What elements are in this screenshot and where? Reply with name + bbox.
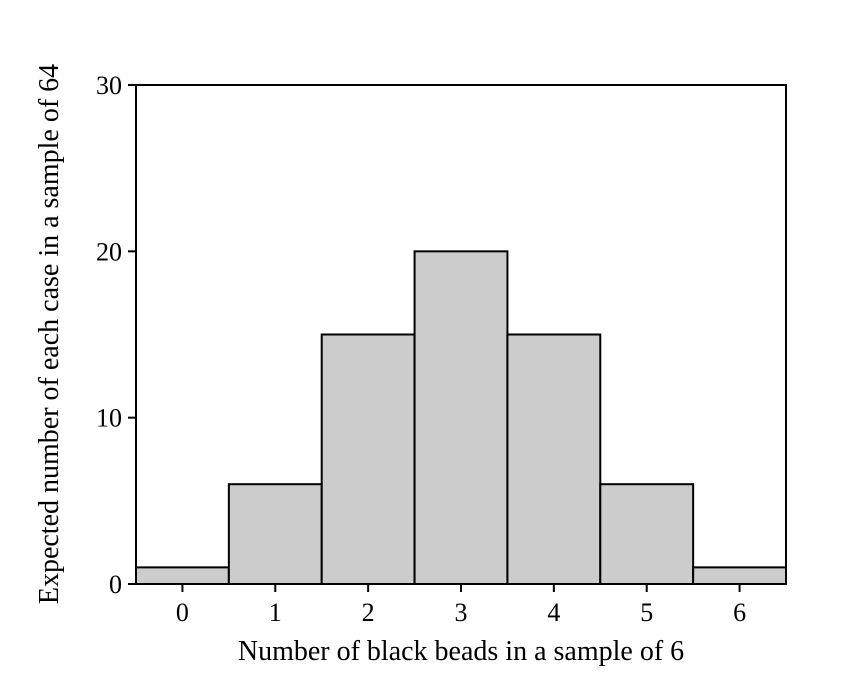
y-tick-label: 10 [96,404,122,433]
x-axis: 0 1 2 3 4 5 6 [176,584,746,627]
x-tick-label: 0 [176,598,189,627]
y-axis-label: Expected number of each case in a sample… [34,64,65,604]
x-tick-label: 3 [455,598,468,627]
y-tick-label: 0 [109,570,122,599]
y-axis: 0 10 20 30 [96,71,136,599]
bar-2 [320,333,416,585]
bar-4 [506,333,602,585]
bar-6 [692,566,788,585]
bar-3 [413,250,509,585]
bar-5 [599,483,695,586]
bar-0 [135,566,230,585]
y-tick-label: 30 [96,71,122,100]
bar-1 [227,483,323,586]
x-tick-label: 2 [362,598,375,627]
y-tick-label: 20 [96,237,122,266]
x-tick-label: 1 [269,598,282,627]
x-tick-label: 4 [547,598,560,627]
x-axis-label: Number of black beads in a sample of 6 [238,636,684,667]
bars-group [135,250,788,586]
x-tick-label: 6 [733,598,746,627]
x-tick-label: 5 [640,598,653,627]
